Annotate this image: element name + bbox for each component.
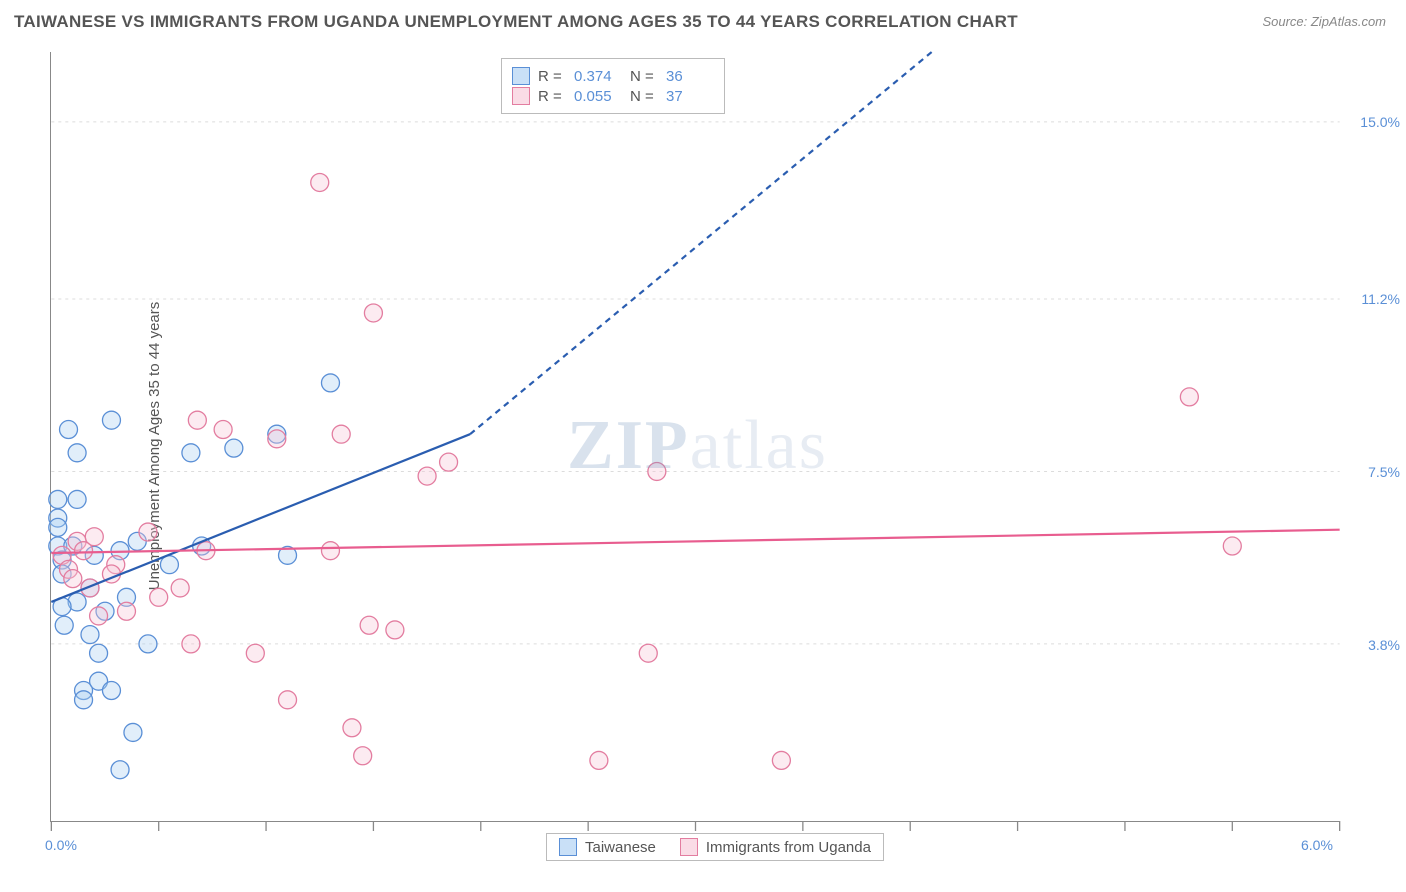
y-tick-label: 11.2% (1361, 291, 1400, 307)
series-swatch (512, 87, 530, 105)
stat-N-value: 37 (666, 88, 714, 105)
y-tick-label: 15.0% (1360, 114, 1400, 130)
stat-R-value: 0.055 (574, 88, 622, 105)
stat-R-label: R = (538, 68, 566, 85)
stat-N-value: 36 (666, 68, 714, 85)
legend-label: Immigrants from Uganda (706, 839, 871, 856)
chart-title: TAIWANESE VS IMMIGRANTS FROM UGANDA UNEM… (14, 12, 1018, 32)
legend-item: Taiwanese (559, 838, 656, 856)
y-tick-label: 7.5% (1368, 464, 1400, 480)
legend-label: Taiwanese (585, 839, 656, 856)
series-legend: Taiwanese Immigrants from Uganda (546, 833, 884, 861)
series-swatch (512, 67, 530, 85)
scatter-svg (51, 52, 1340, 821)
y-tick-label: 3.8% (1368, 637, 1400, 653)
source-attribution: Source: ZipAtlas.com (1262, 14, 1386, 29)
plot-area: ZIPatlas R = 0.374 N = 36 R = 0.055 N = … (50, 52, 1340, 822)
stat-R-value: 0.374 (574, 68, 622, 85)
chart-container: TAIWANESE VS IMMIGRANTS FROM UGANDA UNEM… (0, 0, 1406, 892)
stats-row: R = 0.055 N = 37 (512, 87, 714, 105)
stat-N-label: N = (630, 68, 658, 85)
series-swatch (559, 838, 577, 856)
series-swatch (680, 838, 698, 856)
x-tick-label: 6.0% (1301, 837, 1333, 853)
x-tick-label: 0.0% (45, 837, 77, 853)
stats-row: R = 0.374 N = 36 (512, 67, 714, 85)
stat-N-label: N = (630, 88, 658, 105)
stats-legend-box: R = 0.374 N = 36 R = 0.055 N = 37 (501, 58, 725, 114)
stat-R-label: R = (538, 88, 566, 105)
legend-item: Immigrants from Uganda (680, 838, 871, 856)
